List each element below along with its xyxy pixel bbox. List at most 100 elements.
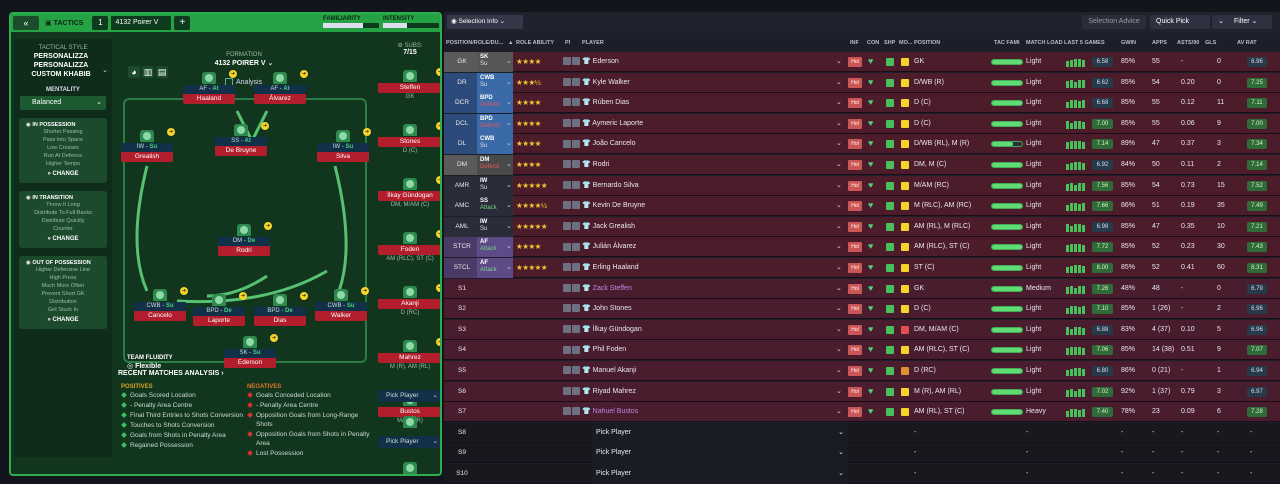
chevron-down-icon[interactable]: ⌄	[506, 243, 512, 251]
chevron-down-icon[interactable]: ⌄	[836, 78, 842, 86]
table-row[interactable]: DCR BPD Defend ⌄ ★★★★ 👕 Rúben Dias ⌄ Hol ♥ 6.68 D …	[444, 93, 1280, 114]
role-cell[interactable]: AF Attack	[477, 258, 513, 278]
player-card[interactable]: BPD - De Dias	[254, 294, 306, 326]
player-role[interactable]: AF - At	[183, 85, 235, 94]
role-cell[interactable]: BPD Defend	[477, 113, 513, 134]
role-cell[interactable]: IW Su	[477, 175, 513, 196]
table-row[interactable]: S10 Pick Player ⌄ - - - - - - -	[444, 464, 1280, 484]
player-card[interactable]: BPD - De Laporte	[193, 294, 245, 326]
column-header[interactable]: POSITION/ROLE/DU...	[446, 40, 504, 46]
role-cell[interactable]: CWB Su	[477, 72, 513, 93]
chevron-down-icon[interactable]: ⌄	[836, 387, 842, 395]
column-header[interactable]: INF	[850, 40, 859, 46]
column-header[interactable]: MO...	[899, 40, 913, 46]
player-role[interactable]: CWB - Su	[315, 302, 367, 311]
player-cell[interactable]: 👕 Erling Haaland	[582, 258, 639, 278]
player-instructions[interactable]	[563, 155, 581, 175]
column-header[interactable]: MATCH LOAD	[1026, 40, 1063, 46]
column-header[interactable]: GLS	[1205, 40, 1217, 46]
table-row[interactable]: S4 👕 Phil Foden ⌄ Hol ♥ 7.06 AM (RLC), ST (C) L…	[444, 340, 1280, 361]
table-row[interactable]: AMC SS Attack ⌄ ★★★★½ 👕 Kevin De Bruyne ⌄ Hol ♥ 7…	[444, 196, 1280, 217]
player-cell[interactable]: 👕 Kevin De Bruyne	[582, 196, 645, 216]
player-instructions[interactable]	[563, 258, 581, 278]
chevron-down-icon[interactable]: ⌄	[836, 202, 842, 210]
column-header[interactable]: APPS	[1152, 40, 1167, 46]
table-row[interactable]: S7 👕 Nahuel Bustos ⌄ Hol ♥ 7.40 AM (RL), ST (C…	[444, 402, 1280, 423]
selection-advice-button[interactable]: Selection Advice	[1082, 15, 1146, 29]
player-instructions[interactable]	[563, 73, 581, 93]
player-cell[interactable]: 👕 Rúben Dias	[582, 93, 629, 113]
role-cell[interactable]: DM Defend	[477, 155, 513, 175]
chevron-down-icon[interactable]: ⌄	[506, 119, 512, 127]
chevron-down-icon[interactable]: ⌄	[836, 161, 842, 168]
column-header[interactable]: AV RAT	[1237, 40, 1257, 46]
table-row[interactable]: S3 👕 İlkay Gündogan ⌄ Hol ♥ 6.88 DM, M/AM (C) L…	[444, 319, 1280, 340]
player-instructions[interactable]	[563, 134, 581, 154]
player-cell[interactable]: 👕 Bernardo Silva	[582, 176, 639, 196]
table-row[interactable]: S2 👕 John Stones ⌄ Hol ♥ 7.10 D (C) Light 85% 1 (…	[444, 299, 1280, 320]
table-row[interactable]: STCL AF Attack ⌄ ★★★★★ 👕 Erling Haaland ⌄ Hol ♥ 8…	[444, 258, 1280, 278]
player-role[interactable]: DM - De	[218, 237, 270, 246]
tactic-name[interactable]: 4132 Poirer V	[111, 16, 172, 30]
player-role[interactable]: SK - Su	[224, 349, 276, 358]
chevron-down-icon[interactable]: ⌄	[836, 243, 842, 251]
table-row[interactable]: DR CWB Su ⌄ ★★★½ 👕 Kyle Walker ⌄ Hol ♥ 6.62 D/WB (…	[444, 72, 1280, 93]
chevron-down-icon[interactable]: ⌄	[506, 140, 512, 148]
role-cell[interactable]: SK Su	[477, 52, 513, 72]
chevron-down-icon[interactable]: ⌄	[506, 99, 512, 107]
player-instructions[interactable]	[563, 176, 581, 196]
role-cell[interactable]: AF Attack	[477, 237, 513, 258]
tactic-slot-number[interactable]: 1	[92, 16, 109, 30]
chevron-down-icon[interactable]: ⌄	[836, 99, 842, 107]
player-role[interactable]: BPD - De	[254, 307, 306, 316]
sub-card[interactable]: Stones D (C)	[378, 124, 440, 154]
player-instructions[interactable]	[563, 320, 581, 340]
player-card[interactable]: AF - At Álvarez	[254, 72, 306, 104]
bar-chart-icon[interactable]: ▥	[142, 66, 154, 78]
player-card[interactable]: IW - Su Silva	[317, 130, 369, 162]
player-instructions[interactable]	[563, 299, 581, 319]
chevron-down-icon[interactable]: ⌄	[836, 284, 842, 292]
table-row[interactable]: STCR AF Attack ⌄ ★★★★ 👕 Julián Álvarez ⌄ Hol ♥ 7.…	[444, 237, 1280, 258]
table-row[interactable]: AMR IW Su ⌄ ★★★★★ 👕 Bernardo Silva ⌄ Hol ♥ 7.56 M/…	[444, 175, 1280, 196]
player-instructions[interactable]	[563, 196, 581, 216]
player-instructions[interactable]	[563, 279, 581, 299]
column-header[interactable]: PLAYER	[582, 40, 604, 46]
table-row[interactable]: DCL BPD Defend ⌄ ★★★★ 👕 Aymeric Laporte ⌄ Hol ♥ 7…	[444, 113, 1280, 134]
player-card[interactable]: SS - At De Bruyne	[215, 124, 267, 156]
player-role[interactable]: AF - At	[254, 85, 306, 94]
player-cell[interactable]: 👕 Julián Álvarez	[582, 237, 636, 257]
player-card[interactable]: SK - Su Ederson	[224, 336, 276, 368]
role-cell[interactable]: IW Su	[477, 216, 513, 237]
player-cell[interactable]: 👕 Riyad Mahrez	[582, 382, 636, 402]
player-role[interactable]: BPD - De	[193, 307, 245, 316]
chevron-down-icon[interactable]: ⌄	[836, 58, 842, 65]
table-row[interactable]: AML IW Su ⌄ ★★★★★ 👕 Jack Grealish ⌄ Hol ♥ 6.98 AM …	[444, 216, 1280, 237]
chevron-down-icon[interactable]: ⌄	[836, 119, 842, 127]
player-instructions[interactable]	[563, 52, 581, 72]
player-cell[interactable]: 👕 İlkay Gündogan	[582, 320, 642, 340]
chevron-down-icon[interactable]: ⌄	[506, 181, 512, 189]
chevron-down-icon[interactable]: ⌄	[836, 181, 842, 189]
change-button[interactable]: » CHANGE	[21, 236, 105, 242]
column-header[interactable]: TAC FAMI	[994, 40, 1020, 46]
column-header[interactable]: ROLE ABILITY	[516, 40, 554, 46]
player-instructions[interactable]	[563, 217, 581, 237]
table-row[interactable]: DM DM Defend ⌄ ★★★★ 👕 Rodri ⌄ Hol ♥ 6.92 DM, M (C)…	[444, 155, 1280, 175]
sub-card[interactable]: İlkay Gündogan DM, M/AM (C)	[378, 178, 440, 208]
pick-player-select[interactable]: Pick Player ⌄	[592, 464, 848, 484]
player-card[interactable]: DM - De Rodri	[218, 224, 270, 256]
shirt-icon[interactable]: ◕	[128, 66, 140, 78]
role-cell[interactable]: SS Attack	[477, 196, 513, 217]
chevron-down-icon[interactable]: ⌄	[836, 140, 842, 148]
chevron-down-icon[interactable]: ⌄	[506, 264, 512, 271]
column-header[interactable]: GWIN	[1121, 40, 1136, 46]
role-cell[interactable]: CWB Su	[477, 134, 513, 155]
mentality-select[interactable]: Balanced ⌄	[20, 96, 106, 110]
sub-card[interactable]: Akanji D (RC)	[378, 286, 440, 316]
style-dropdown-icon[interactable]: ⌄	[102, 67, 108, 74]
player-card[interactable]: CWB - Su Cancelo	[134, 289, 186, 321]
pick-player-select[interactable]: Pick Player ⌄	[592, 422, 848, 443]
add-tactic-button[interactable]: +	[174, 16, 191, 30]
player-cell[interactable]: 👕 Ederson	[582, 52, 619, 72]
